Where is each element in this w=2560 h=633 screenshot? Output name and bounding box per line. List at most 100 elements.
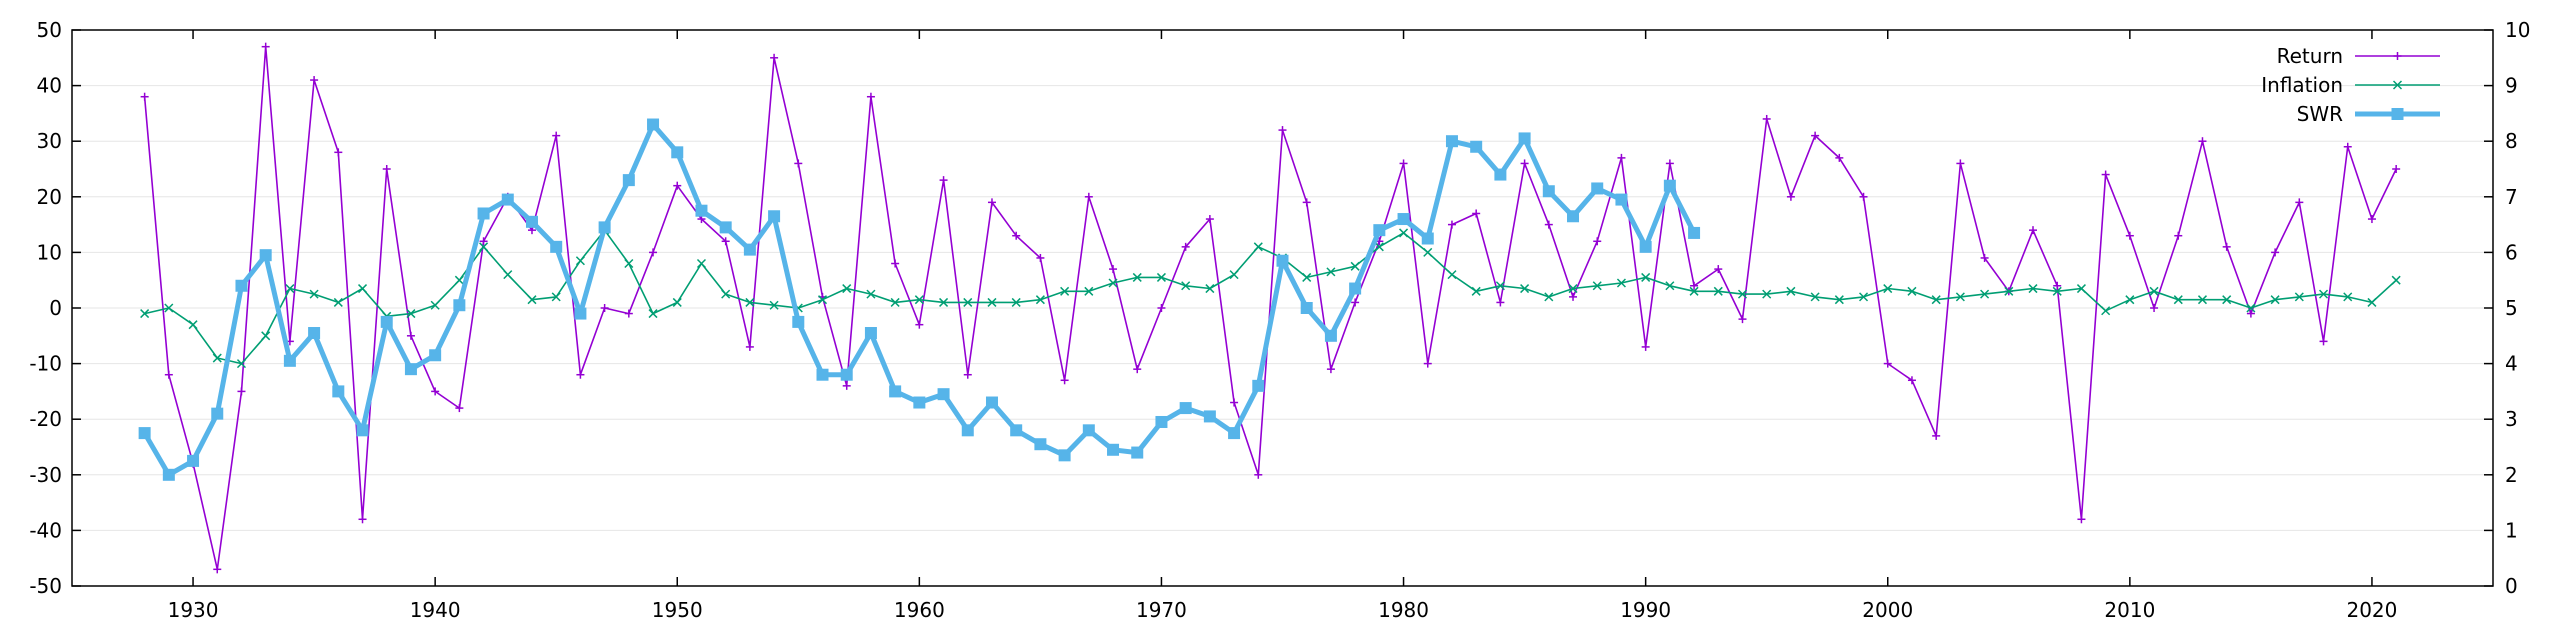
- legend-marker: [2391, 108, 2404, 120]
- data-point-inflation: [1132, 272, 1142, 282]
- data-point-swr: [1470, 140, 1483, 153]
- data-point-inflation: [624, 258, 634, 269]
- data-point-swr: [937, 388, 950, 401]
- data-point-return: [1133, 365, 1142, 374]
- data-point-inflation: [939, 297, 949, 307]
- data-point-inflation: [1011, 297, 1021, 307]
- data-point-swr: [235, 279, 248, 292]
- data-point-return: [261, 42, 270, 51]
- data-point-return: [164, 370, 173, 379]
- data-point-return: [1859, 192, 1868, 201]
- data-point-swr: [1155, 415, 1168, 428]
- data-point-inflation: [987, 297, 997, 307]
- data-point-return: [1956, 159, 1965, 168]
- data-point-inflation: [357, 284, 368, 294]
- x-tick-label: 1940: [410, 598, 461, 622]
- data-point-inflation: [1641, 272, 1651, 282]
- data-point-return: [1641, 342, 1650, 351]
- data-point-inflation: [2101, 306, 2111, 316]
- data-point-inflation: [2391, 275, 2401, 285]
- data-point-swr: [356, 424, 369, 437]
- x-tick-label: 1950: [652, 598, 703, 622]
- data-point-swr: [501, 193, 514, 206]
- data-point-inflation: [1447, 270, 1457, 280]
- data-point-swr: [1494, 168, 1507, 181]
- data-point-inflation: [1302, 272, 1312, 282]
- data-point-swr: [259, 249, 272, 262]
- legend-marker: [2392, 80, 2403, 90]
- y2-tick-label: 8: [2505, 129, 2518, 153]
- data-point-inflation: [1156, 272, 1166, 282]
- data-point-swr: [864, 327, 877, 340]
- data-point-swr: [1373, 224, 1386, 237]
- data-point-return: [2198, 137, 2207, 146]
- data-point-return: [600, 304, 609, 312]
- data-point-inflation: [1980, 289, 1990, 299]
- data-point-swr: [308, 327, 321, 340]
- x-tick-label: 2000: [1862, 598, 1913, 622]
- data-point-swr: [961, 424, 974, 437]
- data-point-inflation: [696, 258, 706, 269]
- data-point-inflation: [2052, 286, 2062, 296]
- data-point-return: [2343, 142, 2352, 151]
- data-point-swr: [985, 396, 998, 409]
- data-point-swr: [1010, 424, 1023, 437]
- data-point-inflation: [1181, 281, 1191, 291]
- data-point-inflation: [1592, 281, 1602, 291]
- y-tick-label: 0: [49, 296, 62, 320]
- data-point-return: [1520, 159, 1529, 168]
- x-tick-label: 1990: [1620, 598, 1671, 622]
- data-point-swr: [187, 454, 200, 467]
- data-point-inflation: [236, 359, 247, 369]
- data-point-inflation: [1786, 286, 1796, 296]
- data-point-swr: [1203, 410, 1216, 423]
- data-point-return: [1980, 253, 1989, 262]
- y-tick-label: -10: [29, 352, 62, 376]
- data-point-inflation: [1399, 228, 1409, 238]
- data-point-inflation: [1955, 292, 1965, 302]
- data-point-return: [1012, 231, 1021, 240]
- data-point-return: [479, 237, 488, 246]
- data-point-swr: [1082, 424, 1095, 437]
- data-point-swr: [1688, 226, 1701, 239]
- data-point-return: [2271, 248, 2280, 257]
- data-point-inflation: [1495, 281, 1505, 291]
- data-point-return: [866, 92, 875, 101]
- data-point-inflation: [721, 289, 731, 299]
- y2-tick-label: 6: [2505, 240, 2518, 264]
- data-point-inflation: [1907, 286, 1917, 296]
- data-point-return: [842, 381, 851, 390]
- data-point-return: [382, 165, 391, 173]
- data-point-return: [1786, 192, 1795, 201]
- data-point-inflation: [575, 256, 585, 266]
- data-point-swr: [162, 468, 175, 481]
- data-point-return: [915, 320, 924, 329]
- data-point-swr: [598, 221, 611, 234]
- data-point-return: [1399, 159, 1408, 168]
- data-point-inflation: [309, 289, 319, 299]
- data-point-return: [987, 198, 996, 207]
- data-point-inflation: [1229, 270, 1239, 280]
- y-tick-label: -50: [29, 574, 62, 598]
- data-point-swr: [1107, 443, 1120, 456]
- data-point-inflation: [2343, 292, 2353, 302]
- data-point-return: [770, 53, 779, 62]
- data-point-swr: [647, 118, 660, 131]
- y-tick-label: -20: [29, 407, 62, 431]
- data-point-inflation: [503, 270, 513, 280]
- data-point-return: [576, 370, 585, 379]
- plot-area: [138, 42, 2401, 574]
- y-tick-label: 40: [37, 74, 62, 98]
- data-point-swr: [1639, 240, 1652, 253]
- data-point-return: [1423, 359, 1432, 368]
- data-point-return: [649, 248, 658, 257]
- data-point-inflation: [2076, 284, 2086, 294]
- data-point-inflation: [140, 309, 150, 319]
- data-point-inflation: [1665, 281, 1675, 291]
- data-point-swr: [283, 354, 296, 367]
- y-tick-label: 20: [37, 185, 62, 209]
- data-point-return: [140, 92, 149, 101]
- data-point-return: [455, 404, 464, 413]
- data-point-return: [1036, 253, 1045, 262]
- data-point-return: [1690, 281, 1699, 290]
